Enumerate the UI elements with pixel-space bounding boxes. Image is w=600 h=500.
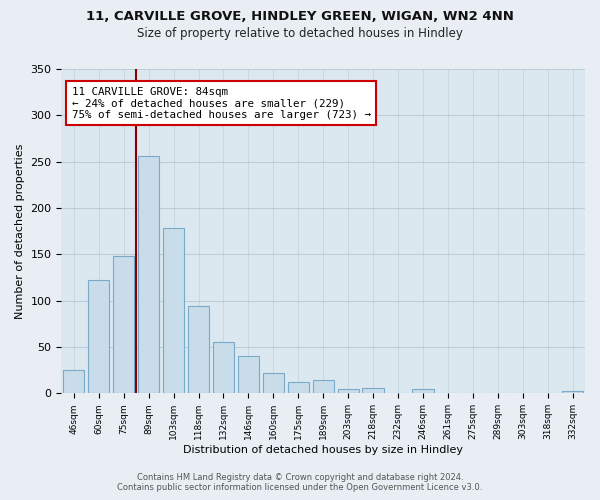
Y-axis label: Number of detached properties: Number of detached properties	[15, 144, 25, 319]
X-axis label: Distribution of detached houses by size in Hindley: Distribution of detached houses by size …	[183, 445, 463, 455]
Text: Contains HM Land Registry data © Crown copyright and database right 2024.
Contai: Contains HM Land Registry data © Crown c…	[118, 473, 482, 492]
Bar	[88, 280, 109, 394]
Bar	[188, 306, 209, 394]
Text: 11 CARVILLE GROVE: 84sqm
← 24% of detached houses are smaller (229)
75% of semi-: 11 CARVILLE GROVE: 84sqm ← 24% of detach…	[72, 87, 371, 120]
Bar	[412, 388, 434, 394]
Bar	[338, 388, 359, 394]
Text: Size of property relative to detached houses in Hindley: Size of property relative to detached ho…	[137, 28, 463, 40]
Bar	[238, 356, 259, 394]
Bar	[362, 388, 383, 394]
Bar	[113, 256, 134, 394]
Bar	[263, 373, 284, 394]
Bar	[287, 382, 309, 394]
Bar	[562, 392, 583, 394]
Bar	[163, 228, 184, 394]
Bar	[213, 342, 234, 394]
Bar	[138, 156, 159, 394]
Bar	[63, 370, 85, 394]
Text: 11, CARVILLE GROVE, HINDLEY GREEN, WIGAN, WN2 4NN: 11, CARVILLE GROVE, HINDLEY GREEN, WIGAN…	[86, 10, 514, 23]
Bar	[313, 380, 334, 394]
